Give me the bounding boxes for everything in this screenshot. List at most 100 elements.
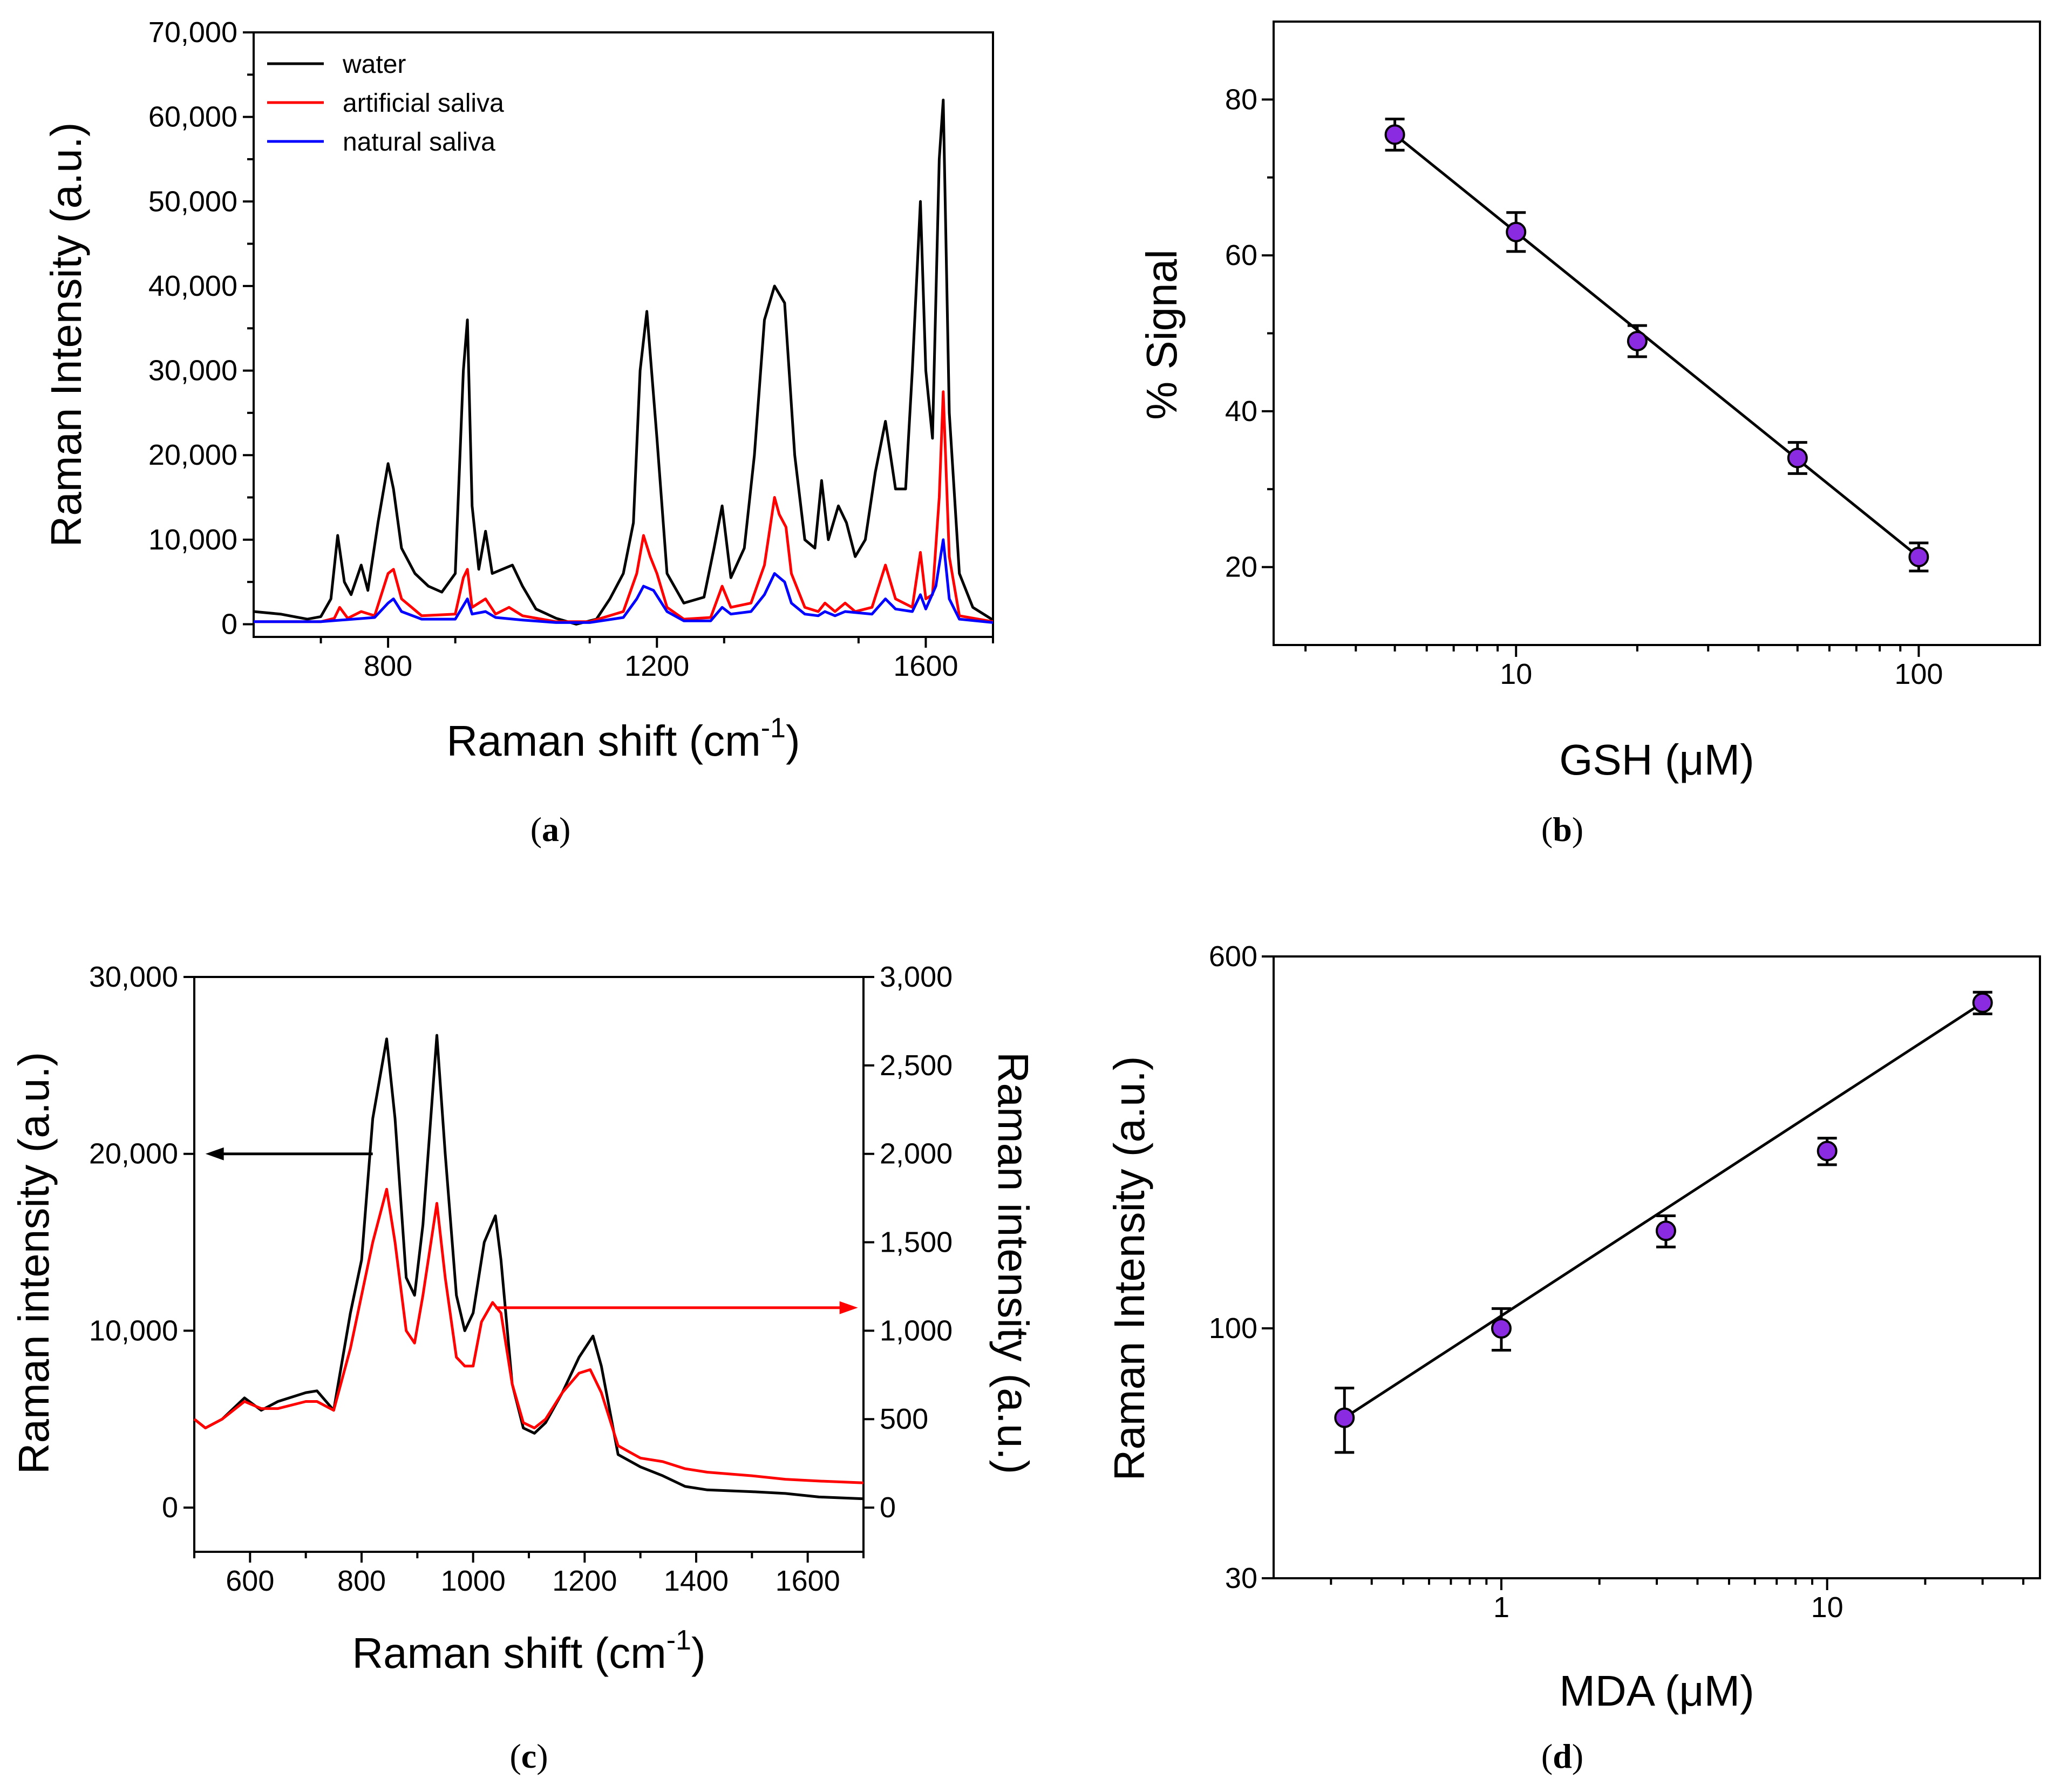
c-ytick-right-1000-label: 1,000 <box>880 1314 953 1347</box>
panel-c: 600 800 1000 1200 1400 1600 0 10,000 20,000 30,00… <box>10 961 1037 1775</box>
b-xtick-100-label: 100 <box>1894 658 1943 690</box>
b-data-point <box>1384 124 1405 145</box>
panel-c-xlabel-end: ) <box>691 1629 706 1677</box>
d-ytick-100-label: 100 <box>1209 1312 1257 1345</box>
panel-d-ticks: 1 10 30 100 600 <box>1209 940 2025 1624</box>
c-ytick-right-0-label: 0 <box>880 1491 896 1524</box>
d-fit-line <box>1343 1001 1984 1419</box>
c-arrow-head-0 <box>205 1147 224 1160</box>
legend-label-water: water <box>342 50 406 79</box>
panel-a-ticks: 800 1200 1600 0 10,000 20,000 30,000 40,000 50,0… <box>148 16 994 682</box>
panel-b-caption-letter: b <box>1553 810 1572 849</box>
panel-c-frame <box>193 976 865 1553</box>
d-ytick-600-label: 600 <box>1209 940 1257 973</box>
panel-d-caption: (d) <box>1541 1737 1583 1775</box>
panel-a-x-axis-title: Raman shift (cm-1) <box>446 712 800 765</box>
c-arrow-head-1 <box>839 1301 858 1314</box>
c-xtick-1200-label: 1200 <box>552 1565 617 1597</box>
c-ytick-left-30000-label: 30,000 <box>89 961 178 993</box>
c-xtick-600-label: 600 <box>226 1565 274 1597</box>
panel-a-xlabel: Raman shift (cm <box>446 717 760 765</box>
panel-b: 10 100 20 40 60 80 GSH (μM) % Signal (b) <box>1138 21 2041 849</box>
a-xtick-1200-label: 1200 <box>624 650 689 682</box>
b-ytick-20-label: 20 <box>1225 551 1257 583</box>
c-ytick-left-0-label: 0 <box>162 1491 178 1524</box>
b-ytick-60-label: 60 <box>1225 239 1257 271</box>
a-xtick-800-label: 800 <box>364 650 412 682</box>
legend-label-artificial-saliva: artificial saliva <box>343 89 504 118</box>
d-xtick-10-label: 10 <box>1811 1591 1844 1624</box>
series-line-artificial-saliva <box>254 390 994 623</box>
d-data-point <box>1334 1407 1355 1428</box>
d-ytick-30-label: 30 <box>1225 1562 1257 1594</box>
a-ytick-40000-label: 40,000 <box>148 270 237 302</box>
panel-d-plot-area <box>1334 990 1993 1454</box>
panel-a-caption: (a) <box>530 810 571 849</box>
a-ytick-50000-label: 50,000 <box>148 185 237 218</box>
b-xtick-10-label: 10 <box>1500 658 1532 690</box>
panel-b-caption: (b) <box>1541 810 1583 849</box>
series-line-water <box>253 98 994 626</box>
a-ytick-20000-label: 20,000 <box>148 439 237 471</box>
b-data-point <box>1787 447 1808 469</box>
panel-a-y-axis-title: Raman Intensity (a.u.) <box>42 123 90 547</box>
b-data-point <box>1506 221 1527 242</box>
panel-a: 800 1200 1600 0 10,000 20,000 30,000 40,000 50,0… <box>42 16 994 849</box>
d-data-point <box>1817 1141 1838 1162</box>
panel-c-plot-area <box>193 1034 864 1501</box>
panel-d: 1 10 30 100 600 MDA (μM) Raman Intensity (a.… <box>1105 940 2041 1775</box>
c-ytick-right-1500-label: 1,500 <box>880 1226 953 1259</box>
panel-d-y-axis-title: Raman Intensity (a.u.) <box>1105 1056 1153 1481</box>
a-ytick-30000-label: 30,000 <box>148 355 237 387</box>
c-ytick-left-20000-label: 20,000 <box>89 1138 178 1170</box>
panel-c-x-axis-title: Raman shift (cm-1) <box>352 1625 705 1677</box>
d-xtick-1-label: 1 <box>1493 1591 1509 1624</box>
c-ytick-right-3000-label: 3,000 <box>880 961 953 993</box>
panel-b-plot-area <box>1384 117 1929 573</box>
panel-c-xlabel: Raman shift (cm <box>352 1629 666 1677</box>
c-ytick-right-2500-label: 2,500 <box>880 1049 953 1082</box>
panel-c-right-y-axis-title: Raman intensity (a.u.) <box>989 1052 1037 1475</box>
panel-c-xlabel-sup: -1 <box>666 1625 691 1656</box>
c-ytick-left-10000-label: 10,000 <box>89 1314 178 1347</box>
c-ytick-right-2000-label: 2,000 <box>880 1138 953 1170</box>
b-ytick-80-label: 80 <box>1225 83 1257 116</box>
legend-label-natural-saliva: natural saliva <box>343 128 495 157</box>
c-xtick-1000-label: 1000 <box>441 1565 506 1597</box>
series-line-natural-saliva <box>254 538 994 624</box>
a-ytick-0-label: 0 <box>221 608 237 641</box>
panel-a-frame <box>253 31 994 638</box>
panel-a-xlabel-sup: -1 <box>761 712 786 744</box>
b-data-point <box>1908 546 1929 567</box>
a-xtick-1600-label: 1600 <box>893 650 958 682</box>
c-xtick-1400-label: 1400 <box>664 1565 729 1597</box>
panel-d-frame <box>1273 955 2041 1579</box>
panel-c-caption-letter: c <box>521 1737 536 1775</box>
d-data-point <box>1491 1318 1512 1339</box>
panel-b-y-axis-title: % Signal <box>1138 249 1186 420</box>
b-fit-line <box>1394 133 1920 558</box>
c-series-line-left <box>193 1034 864 1501</box>
panel-c-arrows <box>205 1147 858 1314</box>
c-ytick-right-500-label: 500 <box>880 1403 928 1435</box>
panel-c-ticks: 600 800 1000 1200 1400 1600 0 10,000 20,000 30,00… <box>89 961 953 1597</box>
panel-c-left-y-axis-title: Raman intensity (a.u.) <box>10 1052 58 1475</box>
c-xtick-1600-label: 1600 <box>776 1565 840 1597</box>
panel-d-caption-letter: d <box>1553 1737 1572 1775</box>
panel-a-xlabel-end: ) <box>786 717 800 765</box>
d-data-point <box>1655 1220 1676 1241</box>
b-ytick-40-label: 40 <box>1225 395 1257 427</box>
a-ytick-70000-label: 70,000 <box>148 16 237 49</box>
a-ytick-60000-label: 60,000 <box>148 101 237 133</box>
panel-b-ticks: 10 100 20 40 60 80 <box>1225 83 1943 690</box>
c-series-line-right <box>193 1187 864 1484</box>
c-xtick-800-label: 800 <box>337 1565 386 1597</box>
panel-a-caption-letter: a <box>542 810 559 849</box>
panel-d-x-axis-title: MDA (μM) <box>1559 1667 1754 1715</box>
panel-b-x-axis-title: GSH (μM) <box>1559 736 1754 784</box>
panel-c-caption: (c) <box>509 1737 548 1775</box>
d-data-point <box>1972 992 1993 1013</box>
b-data-point <box>1627 330 1648 351</box>
panel-a-plot-area <box>253 98 994 626</box>
